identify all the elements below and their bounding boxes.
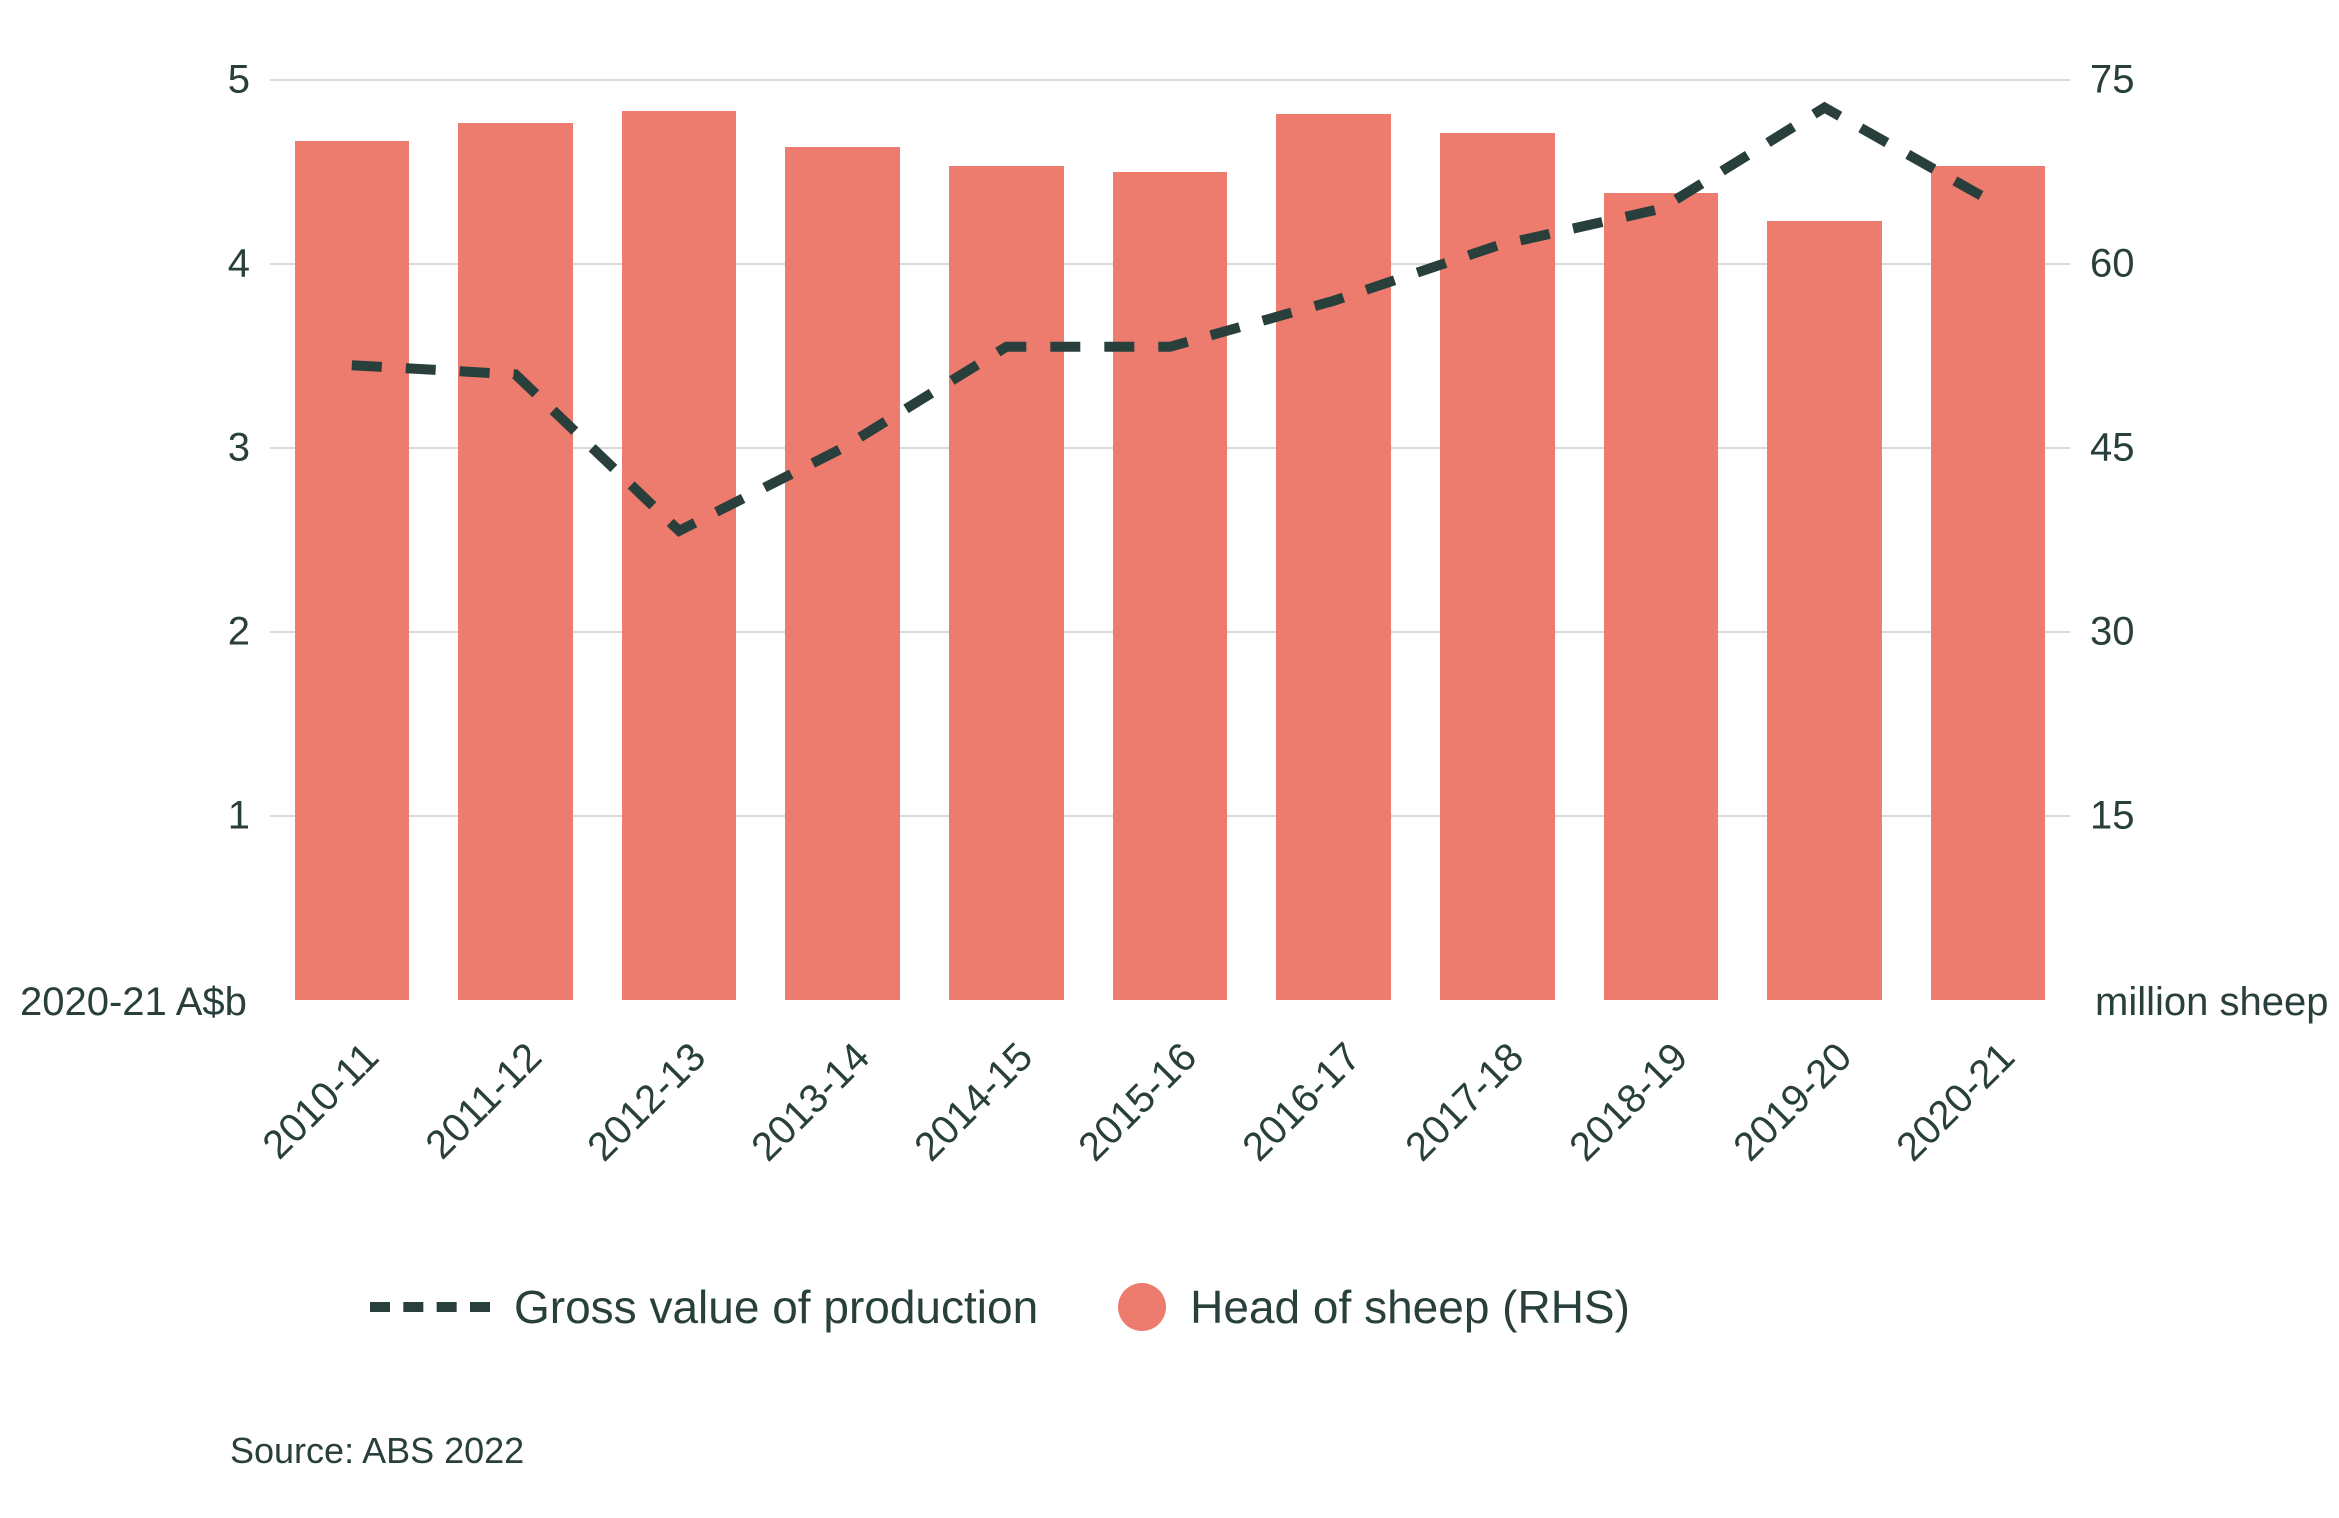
x-tick-label: 2011-12 [385, 1035, 551, 1201]
y-left-tick: 5 [210, 58, 250, 103]
y-left-tick: 1 [210, 794, 250, 839]
y-left-tick: 3 [210, 426, 250, 471]
x-tick-label: 2018-19 [1531, 1035, 1697, 1201]
legend-label: Head of sheep (RHS) [1190, 1280, 1630, 1334]
legend-item-sheep: Head of sheep (RHS) [1118, 1280, 1630, 1334]
sheep-production-chart: 2020-21 A$b million sheep Gross value of… [0, 0, 2339, 1518]
plot-area [270, 80, 2070, 1000]
legend-item-gvp: Gross value of production [370, 1280, 1038, 1334]
legend: Gross value of production Head of sheep … [370, 1280, 1630, 1334]
y-right-tick: 15 [2090, 794, 2135, 839]
x-tick-label: 2016-17 [1203, 1035, 1369, 1201]
y-right-tick: 75 [2090, 58, 2135, 103]
x-tick-label: 2014-15 [876, 1035, 1042, 1201]
y-left-tick: 4 [210, 242, 250, 287]
x-tick-label: 2015-16 [1040, 1035, 1206, 1201]
x-tick-label: 2020-21 [1858, 1035, 2024, 1201]
y-right-tick: 30 [2090, 610, 2135, 655]
y-left-tick: 2 [210, 610, 250, 655]
x-tick-label: 2010-11 [222, 1035, 388, 1201]
x-tick-label: 2019-20 [1694, 1035, 1860, 1201]
line-layer [270, 80, 2070, 1000]
x-tick-label: 2017-18 [1367, 1035, 1533, 1201]
legend-dot-icon [1118, 1283, 1166, 1331]
y-right-axis-title: million sheep [2095, 980, 2328, 1025]
y-right-tick: 45 [2090, 426, 2135, 471]
x-tick-label: 2012-13 [549, 1035, 715, 1201]
y-left-axis-title: 2020-21 A$b [20, 980, 247, 1025]
legend-label: Gross value of production [514, 1280, 1038, 1334]
x-tick-label: 2013-14 [712, 1035, 878, 1201]
gvp-line [352, 108, 1988, 531]
source-text: Source: ABS 2022 [230, 1430, 524, 1472]
legend-dash-icon [370, 1302, 490, 1312]
y-right-tick: 60 [2090, 242, 2135, 287]
